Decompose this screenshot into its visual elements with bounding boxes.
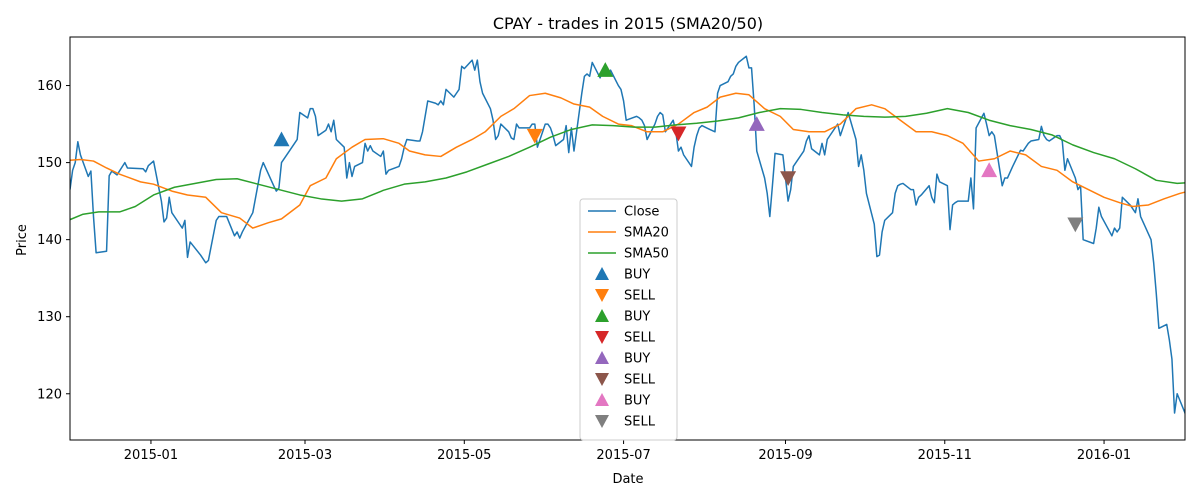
legend-label: BUY	[624, 268, 650, 283]
legend-label: SMA50	[624, 247, 669, 262]
legend-swatch-sell	[595, 373, 609, 386]
x-tick-label: 2015-05	[437, 448, 491, 463]
trade-marker-buy-3	[597, 62, 614, 77]
y-tick-label: 120	[37, 387, 62, 402]
legend-swatch-sell	[595, 289, 609, 302]
legend-swatch-buy	[595, 267, 609, 280]
x-tick-label: 2015-09	[758, 448, 812, 463]
trade-marker-sell-6	[780, 171, 797, 187]
legend-label: SMA20	[624, 226, 669, 241]
y-axis-label: Price	[15, 224, 30, 256]
legend-label: SELL	[624, 415, 656, 430]
legend-label: BUY	[624, 310, 650, 325]
x-tick-label: 2015-03	[278, 448, 332, 463]
legend: Close SMA20 SMA50 BUY SELL BUY SELL BUY SELL BUY S…	[579, 198, 678, 441]
series-line-close	[70, 55, 1185, 417]
legend-label: SELL	[624, 289, 656, 304]
legend-label: BUY	[624, 394, 650, 409]
chart-title: CPAY - trades in 2015 (SMA20/50)	[493, 14, 763, 33]
trade-marker-buy-1	[273, 131, 290, 147]
legend-label: Close	[624, 205, 659, 220]
series-line-sma50	[70, 107, 1185, 221]
legend-swatch-buy	[595, 351, 609, 364]
legend-swatch-buy	[595, 393, 609, 406]
legend-swatch-sell	[595, 415, 609, 428]
trade-marker-sell-8	[1067, 217, 1084, 233]
x-axis-label: Date	[612, 472, 643, 487]
legend-label: SELL	[624, 373, 656, 388]
trade-marker-buy-7	[981, 162, 998, 178]
legend-swatch-sell	[595, 331, 609, 344]
trade-marker-buy-5	[748, 116, 765, 131]
legend-label: BUY	[624, 352, 650, 367]
x-tick-label: 2015-11	[918, 448, 972, 463]
legend-swatch-buy	[595, 309, 609, 322]
y-tick-label: 150	[37, 156, 62, 171]
x-tick-label: 2015-07	[596, 448, 650, 463]
x-tick-label: 2015-01	[124, 448, 178, 463]
axes: 2015-01 2015-03 2015-05 2015-07 2015-09 2015-…	[37, 36, 1186, 463]
x-tick-label: 2016-01	[1077, 448, 1131, 463]
y-tick-label: 130	[37, 310, 62, 325]
plot-area	[70, 55, 1185, 417]
y-tick-label: 140	[37, 233, 62, 248]
legend-label: SELL	[624, 331, 656, 346]
y-tick-label: 160	[37, 79, 62, 94]
trade-marker-sell-2	[526, 128, 543, 144]
trade-marker-sell-4	[670, 126, 687, 142]
